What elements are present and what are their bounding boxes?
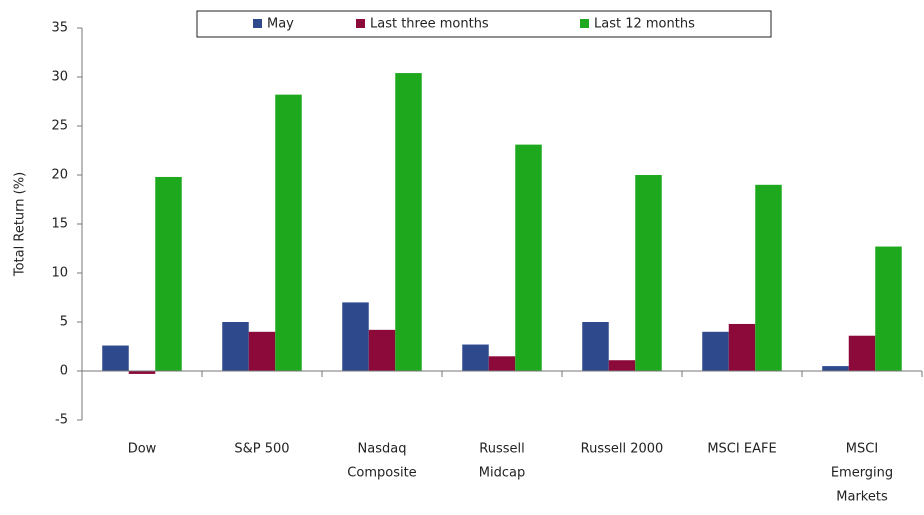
bar [635,175,662,371]
x-tick-label: Emerging [831,466,893,481]
bar [462,344,489,371]
bar [822,366,849,371]
x-tick-label: Dow [128,442,157,457]
x-tick-label: Russell 2000 [581,442,664,457]
bar [875,246,902,371]
x-tick-label: Midcap [479,466,525,481]
y-tick-label: 0 [60,364,68,379]
x-tick-label: Composite [347,466,416,481]
x-tick-label: Nasdaq [358,442,407,457]
bar [702,331,729,371]
y-tick-label: 15 [51,217,68,232]
bar [128,371,156,374]
y-tick-label: 20 [51,168,68,183]
bar [275,94,302,371]
bar [848,335,876,371]
legend-label: Last 12 months [594,17,695,32]
bar [608,360,636,371]
x-tick-label: S&P 500 [234,442,289,457]
bar [488,356,516,371]
bar [395,73,422,371]
y-axis-label: Total Return (%) [13,172,28,277]
y-tick-label: 10 [51,266,68,281]
legend-label: Last three months [370,17,489,32]
bar [368,329,396,371]
y-tick-label: 30 [51,70,68,85]
legend-label: May [267,17,294,32]
bar [755,184,782,371]
x-tick-label: MSCI [846,442,878,457]
bar [342,302,369,371]
y-tick-label: -5 [55,413,68,428]
y-tick-label: 35 [51,21,68,36]
bar [102,345,129,371]
legend-swatch [253,19,262,28]
y-tick-label: 25 [51,119,68,134]
legend-swatch [356,19,365,28]
x-tick-label: Russell [479,442,524,457]
bar [155,176,182,371]
x-tick-label: MSCI EAFE [707,442,776,457]
y-tick-label: 5 [60,315,68,330]
x-tick-label: Markets [836,490,888,505]
bar [582,322,609,371]
bar [222,322,249,371]
bar [728,323,756,371]
bar [248,331,276,371]
legend-swatch [580,19,589,28]
legend-box [196,10,772,38]
bar [515,144,542,371]
